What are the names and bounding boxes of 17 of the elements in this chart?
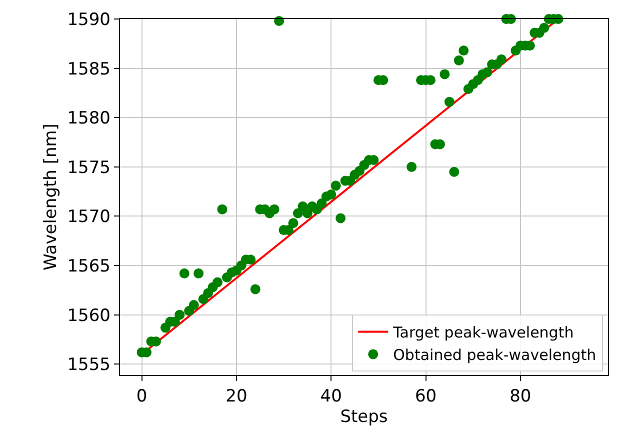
y-tick-label: 1565 xyxy=(67,256,110,276)
y-tick-label: 1580 xyxy=(67,108,110,129)
x-tick-label: 0 xyxy=(136,386,148,406)
y-axis-title: Wavelength [nm] xyxy=(40,124,61,270)
y-tick-label: 1555 xyxy=(67,355,110,376)
legend-label: Target peak-wavelength xyxy=(392,324,574,342)
y-tick-label: 1585 xyxy=(67,59,110,80)
x-tick-label: 20 xyxy=(226,386,248,406)
x-axis-title: Steps xyxy=(340,406,388,427)
y-tick-label: 1560 xyxy=(67,306,110,326)
y-tick-label: 1575 xyxy=(67,158,110,178)
x-tick-label: 80 xyxy=(510,386,532,406)
x-tick-label: 60 xyxy=(414,386,437,406)
legend-label: Obtained peak-wavelength xyxy=(393,346,596,364)
y-tick-label: 1570 xyxy=(67,207,110,228)
y-tick-label: 1590 xyxy=(67,10,110,30)
x-tick-label: 40 xyxy=(320,386,342,406)
